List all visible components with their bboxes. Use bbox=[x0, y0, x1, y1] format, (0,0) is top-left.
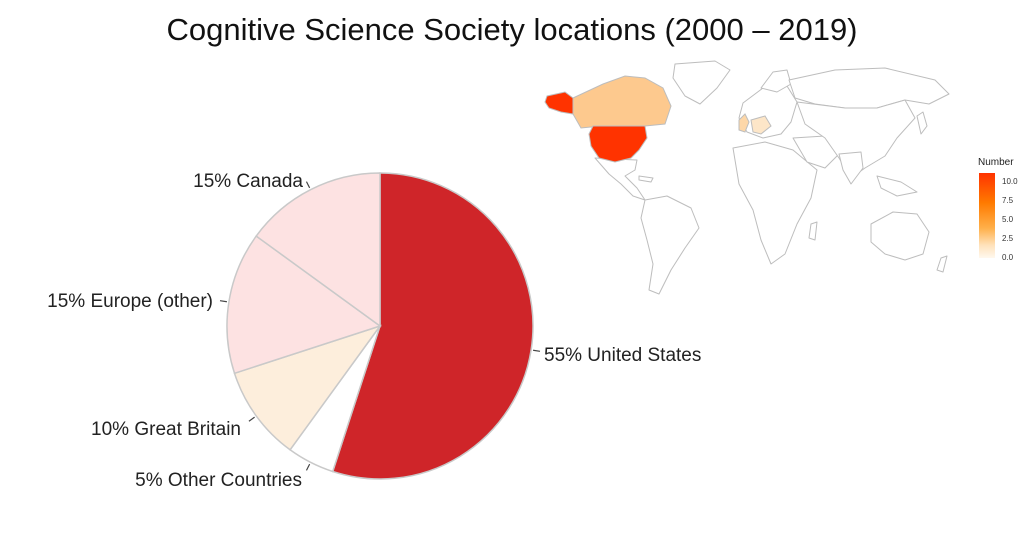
chart-title: Cognitive Science Society locations (200… bbox=[166, 12, 858, 47]
leader-line-3 bbox=[219, 300, 228, 303]
asia-region bbox=[796, 99, 916, 179]
russia-region bbox=[788, 67, 950, 109]
leader-line-0 bbox=[532, 349, 541, 352]
mexico-region bbox=[594, 157, 646, 201]
legend-tick-label: 7.5 bbox=[1002, 196, 1014, 205]
legend-tick-label: 5.0 bbox=[1002, 215, 1014, 224]
pie-slice-3 bbox=[226, 235, 382, 375]
pie-slice-4 bbox=[255, 172, 381, 328]
legend-color-bar bbox=[979, 173, 995, 258]
legend-tick-label: 10.0 bbox=[1002, 177, 1018, 186]
middle-east-region bbox=[792, 135, 840, 169]
legend-tick-label: 0.0 bbox=[1002, 253, 1014, 262]
scandinavia-region bbox=[760, 69, 792, 93]
slice-label: 55% United States bbox=[544, 345, 701, 366]
great-britain-region bbox=[738, 113, 750, 133]
slice-label: 15% Canada bbox=[193, 171, 303, 192]
pie-leader-lines bbox=[219, 181, 541, 471]
leader-line-1 bbox=[305, 463, 311, 471]
leader-line-2 bbox=[248, 416, 255, 422]
pie-slices bbox=[226, 172, 534, 480]
world-map bbox=[544, 60, 950, 295]
slice-label: 15% Europe (other) bbox=[47, 291, 213, 312]
southeast-asia-region bbox=[876, 175, 918, 197]
pie-labels: 55% United States 5% Other Countries 10%… bbox=[47, 171, 701, 491]
greenland-region bbox=[672, 60, 731, 105]
madagascar-region bbox=[808, 221, 818, 241]
africa-region bbox=[732, 141, 818, 265]
australia-region bbox=[870, 211, 930, 261]
south-america-region bbox=[640, 195, 700, 295]
map-legend: Number 10.0 7.5 5.0 2.5 0.0 bbox=[975, 157, 1021, 267]
slice-label: 10% Great Britain bbox=[91, 419, 241, 440]
japan-region bbox=[916, 111, 928, 135]
india-region bbox=[838, 151, 864, 185]
europe-other-region bbox=[750, 115, 772, 135]
alaska-region bbox=[544, 91, 574, 115]
slice-label: 5% Other Countries bbox=[135, 470, 302, 491]
united-states-region bbox=[588, 125, 648, 163]
canada-region bbox=[572, 75, 672, 129]
legend-title: Number bbox=[978, 157, 1014, 168]
europe-region bbox=[738, 85, 798, 139]
caribbean-region bbox=[638, 175, 654, 183]
legend-tick-label: 2.5 bbox=[1002, 234, 1014, 243]
new-zealand-region bbox=[936, 255, 948, 273]
pie-slice-2 bbox=[233, 324, 382, 451]
leader-line-4 bbox=[305, 181, 311, 189]
pie-slice-0 bbox=[331, 172, 534, 480]
